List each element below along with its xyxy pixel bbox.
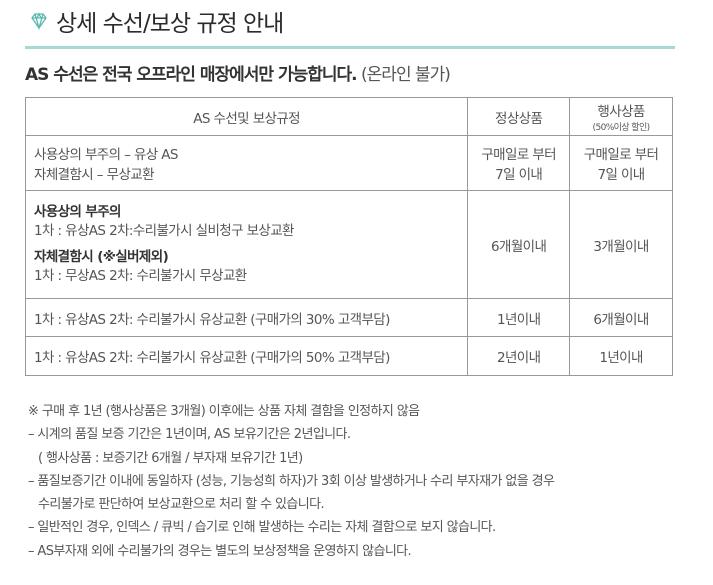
policy-line: 자체결함시 – 무상교환 — [34, 167, 155, 183]
notice-sub: (온라인 불가) — [361, 65, 451, 85]
policy-title: 사용상의 부주의 — [34, 204, 121, 220]
note-line: – AS부자재 외에 수리불가의 경우는 별도의 보상정책을 운영하지 않습니다… — [28, 543, 412, 559]
header-event-label: 행사상품 — [597, 104, 645, 120]
note-line: – 시계의 품질 보증 기간은 1년이며, AS 보유기간은 2년입니다. — [28, 427, 351, 443]
policy-cell: 사용상의 부주의 – 유상 AS 자체결함시 – 무상교환 — [24, 135, 469, 191]
event-cell: 1년이내 — [569, 336, 673, 376]
event-cell: 구매일로 부터 7일 이내 — [569, 135, 673, 191]
note-line: – 품질보증기간 이내에 동일하자 (성능, 기능성희 하자)가 3회 이상 발… — [28, 473, 555, 489]
table-header: AS 수선및 보상규정 정상상품 행사상품 (50%이상 할인) — [24, 97, 673, 136]
notice: AS 수선은 전국 오프라인 매장에서만 가능합니다. (온라인 불가) — [25, 60, 451, 85]
policy-line: 1차 : 무상AS 2차: 수리불가시 무상교환 — [34, 268, 247, 284]
policy-title: 자체결함시 (※실버제외) — [34, 249, 169, 265]
diamond-icon — [31, 12, 47, 30]
policy-cell: 1차 : 유상AS 2차: 수리불가시 유상교환 (구매가의 30% 고객부담) — [24, 298, 469, 337]
header-event: 행사상품 (50%이상 할인) — [569, 97, 673, 136]
policy-line: 사용상의 부주의 – 유상 AS — [34, 147, 179, 163]
event-line: 7일 이내 — [597, 167, 645, 183]
note-line: ※ 구매 후 1년 (행사상품은 3개월) 이후에는 상품 자체 결함을 인정하… — [28, 404, 420, 419]
event-cell: 6개월이내 — [569, 298, 673, 337]
normal-cell: 6개월이내 — [467, 190, 571, 299]
table-row: 사용상의 부주의 – 유상 AS 자체결함시 – 무상교환 구매일로 부터 7일 이… — [24, 135, 673, 191]
event-line: 구매일로 부터 — [583, 147, 659, 163]
header-event-note: (50%이상 할인) — [592, 123, 651, 133]
notice-bold: AS 수선은 전국 오프라인 매장에서만 가능합니다. — [25, 65, 358, 85]
table-row: 1차 : 유상AS 2차: 수리불가시 유상교환 (구매가의 30% 고객부담)… — [24, 298, 673, 337]
policy-line: 1차 : 유상AS 2차:수리불가시 실비청구 보상교환 — [34, 223, 294, 239]
normal-line: 7일 이내 — [495, 167, 543, 183]
title-text: 상세 수선/보상 규정 안내 — [56, 11, 284, 37]
policy-cell: 1차 : 유상AS 2차: 수리불가시 유상교환 (구매가의 50% 고객부담) — [24, 336, 469, 376]
event-cell: 3개월이내 — [569, 190, 673, 299]
title-divider — [25, 46, 675, 49]
note-line: ( 행사상품 : 보증기간 6개월 / 부자재 보유기간 1년) — [38, 450, 303, 466]
policy-cell: 사용상의 부주의 1차 : 유상AS 2차:수리불가시 실비청구 보상교환 자체… — [24, 190, 469, 299]
header-normal: 정상상품 — [467, 97, 571, 136]
normal-cell: 1년이내 — [467, 298, 571, 337]
warranty-table: AS 수선및 보상규정 정상상품 행사상품 (50%이상 할인) 사용상의 부주의… — [24, 97, 673, 376]
table-row: 사용상의 부주의 1차 : 유상AS 2차:수리불가시 실비청구 보상교환 자체… — [24, 190, 673, 299]
page-title: 상세 수선/보상 규정 안내 — [30, 4, 284, 38]
normal-line: 구매일로 부터 — [481, 147, 556, 163]
header-policy: AS 수선및 보상규정 — [24, 97, 469, 136]
normal-cell: 구매일로 부터 7일 이내 — [467, 135, 571, 191]
normal-cell: 2년이내 — [467, 336, 571, 376]
note-line: – 일반적인 경우, 인덱스 / 큐빅 / 습기로 인해 발생하는 수리는 자체… — [28, 520, 496, 536]
notes: ※ 구매 후 1년 (행사상품은 3개월) 이후에는 상품 자체 결함을 인정하… — [28, 400, 555, 563]
note-line: 수리불가로 판단하여 보상교환으로 처리 할 수 있습니다. — [38, 497, 325, 513]
table-row: 1차 : 유상AS 2차: 수리불가시 유상교환 (구매가의 50% 고객부담)… — [24, 336, 673, 376]
